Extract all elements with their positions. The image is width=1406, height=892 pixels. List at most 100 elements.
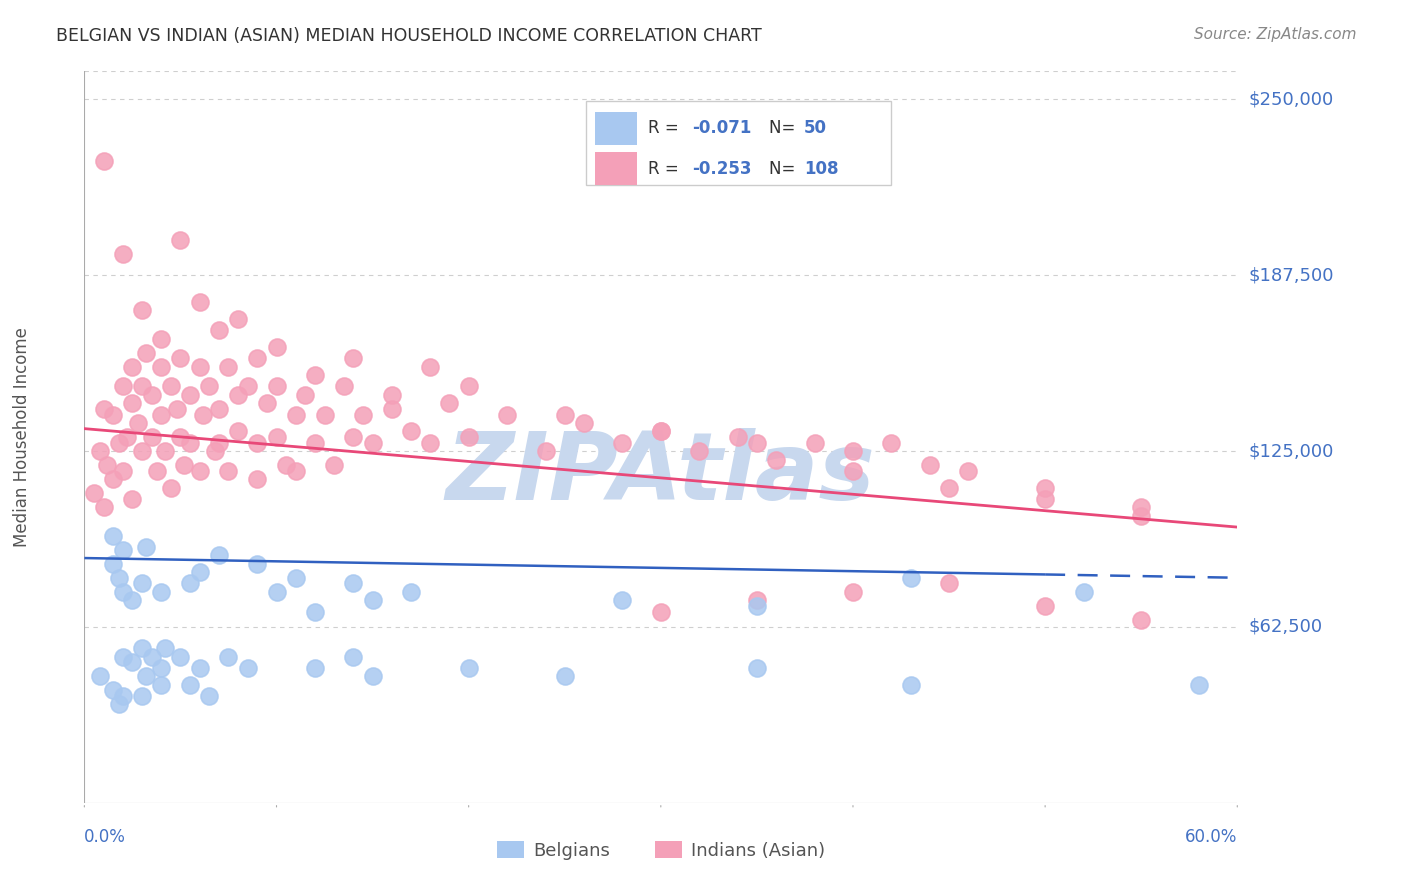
FancyBboxPatch shape <box>595 112 637 145</box>
Point <box>218 464 240 478</box>
Point <box>381 401 404 416</box>
Point <box>188 464 211 478</box>
Point <box>150 678 173 692</box>
Point <box>381 388 404 402</box>
Point <box>314 408 336 422</box>
Point <box>89 669 111 683</box>
Point <box>198 379 221 393</box>
Point <box>131 576 153 591</box>
Point <box>612 435 634 450</box>
Point <box>111 379 134 393</box>
Point <box>115 430 138 444</box>
Point <box>226 388 249 402</box>
Point <box>1033 481 1056 495</box>
Point <box>153 444 176 458</box>
Point <box>352 408 374 422</box>
Point <box>121 655 143 669</box>
Point <box>179 576 201 591</box>
Point <box>842 444 865 458</box>
Text: Median Household Income: Median Household Income <box>13 327 31 547</box>
Point <box>900 571 922 585</box>
Point <box>534 444 557 458</box>
Point <box>121 359 143 374</box>
Point <box>727 430 749 444</box>
Point <box>1130 500 1153 515</box>
Point <box>150 408 173 422</box>
Point <box>173 458 195 473</box>
Point <box>1033 491 1056 506</box>
Point <box>842 584 865 599</box>
Point <box>650 605 672 619</box>
Point <box>304 661 326 675</box>
Point <box>188 661 211 675</box>
Text: $62,500: $62,500 <box>1249 618 1323 636</box>
Point <box>266 584 288 599</box>
Point <box>141 430 163 444</box>
Point <box>111 584 134 599</box>
Point <box>169 233 191 247</box>
Point <box>127 416 149 430</box>
Point <box>169 430 191 444</box>
Text: 60.0%: 60.0% <box>1185 828 1237 846</box>
Point <box>266 379 288 393</box>
Point <box>803 435 825 450</box>
Point <box>131 303 153 318</box>
Point <box>284 408 307 422</box>
Point <box>745 599 768 613</box>
Point <box>179 435 201 450</box>
Point <box>103 472 124 486</box>
Point <box>218 649 240 664</box>
Point <box>146 464 169 478</box>
Point <box>419 359 441 374</box>
Point <box>439 396 461 410</box>
Point <box>208 548 231 562</box>
Point <box>89 444 111 458</box>
Point <box>198 689 221 703</box>
Point <box>612 593 634 607</box>
Point <box>83 486 105 500</box>
Point <box>96 458 118 473</box>
Point <box>246 472 269 486</box>
Point <box>179 678 201 692</box>
Point <box>880 435 903 450</box>
Point <box>900 678 922 692</box>
Point <box>141 388 163 402</box>
Point <box>131 641 153 656</box>
Point <box>135 669 157 683</box>
Text: Source: ZipAtlas.com: Source: ZipAtlas.com <box>1194 27 1357 42</box>
Point <box>103 528 124 542</box>
Point <box>121 396 143 410</box>
Text: 50: 50 <box>804 120 827 137</box>
Point <box>108 698 131 712</box>
Point <box>208 435 231 450</box>
Point <box>938 576 960 591</box>
Text: $250,000: $250,000 <box>1249 90 1334 109</box>
Point <box>266 340 288 354</box>
Point <box>141 649 163 664</box>
Point <box>323 458 346 473</box>
Point <box>457 430 479 444</box>
Point <box>918 458 941 473</box>
Text: R =: R = <box>648 120 685 137</box>
Point <box>457 379 479 393</box>
Point <box>304 605 326 619</box>
Point <box>111 689 134 703</box>
Point <box>342 351 364 366</box>
Text: BELGIAN VS INDIAN (ASIAN) MEDIAN HOUSEHOLD INCOME CORRELATION CHART: BELGIAN VS INDIAN (ASIAN) MEDIAN HOUSEHO… <box>56 27 762 45</box>
FancyBboxPatch shape <box>595 152 637 186</box>
Point <box>204 444 226 458</box>
Point <box>650 425 672 439</box>
Point <box>284 464 307 478</box>
Point <box>131 444 153 458</box>
Point <box>121 593 143 607</box>
Point <box>150 584 173 599</box>
Point <box>1130 508 1153 523</box>
Point <box>304 435 326 450</box>
Point <box>688 444 710 458</box>
Point <box>226 312 249 326</box>
Text: N=: N= <box>769 160 801 178</box>
Point <box>399 584 422 599</box>
Text: R =: R = <box>648 160 685 178</box>
Point <box>236 379 259 393</box>
Point <box>554 669 576 683</box>
